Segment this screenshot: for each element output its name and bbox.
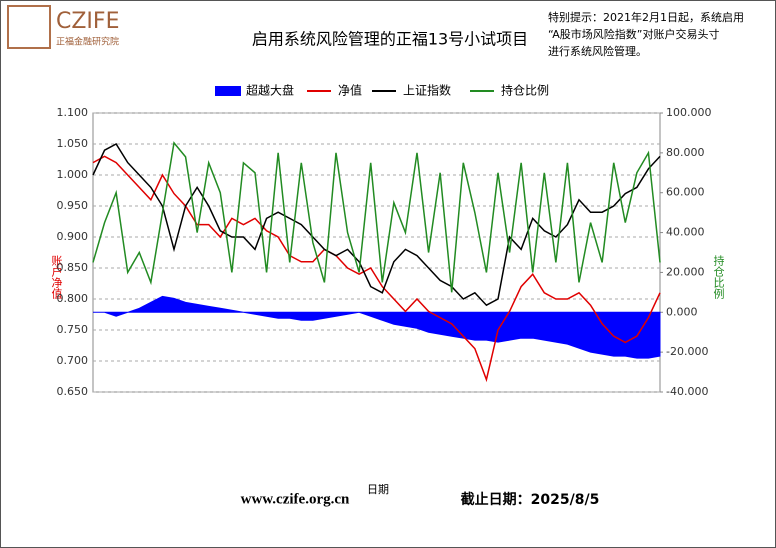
line	[92, 143, 661, 307]
y-tick-label: 0.850	[57, 261, 89, 274]
y-tick-label: 0.900	[57, 230, 89, 243]
line	[92, 141, 661, 293]
line	[92, 155, 661, 383]
y-tick-label: 1.000	[57, 168, 89, 181]
y-tick-label: 0.700	[57, 354, 89, 367]
notice-line: 进行系统风险管理。	[548, 44, 647, 58]
y2-tick-label: -20.000	[666, 345, 708, 358]
website: www.czife.org.cn	[241, 491, 350, 507]
y-tick-label: 0.800	[57, 292, 89, 305]
org-name: 正福金融研究院	[56, 36, 119, 48]
legend-label: 超越大盘	[246, 83, 294, 98]
y-tick-label: 1.050	[57, 137, 89, 150]
y-tick-label: 0.950	[57, 199, 89, 212]
area	[93, 295, 661, 359]
y2-tick-label: 40.000	[666, 226, 705, 239]
cutoff-date: 截止日期：2025/8/5	[461, 491, 600, 508]
y2-tick-label: 20.000	[666, 265, 705, 278]
y2-tick-label: -40.000	[666, 385, 708, 398]
notice-line: “A股市场风险指数”对账户交易头寸	[548, 27, 720, 41]
y-tick-label: 0.650	[57, 385, 89, 398]
y-axis-label: 账户净值	[50, 255, 63, 300]
y-tick-label: 0.750	[57, 323, 89, 336]
logo: CZIFE	[56, 9, 119, 34]
y-tick-label: 1.100	[57, 106, 89, 119]
x-axis-label: 日期	[367, 483, 389, 496]
legend-label: 上证指数	[403, 83, 451, 98]
y2-tick-label: 80.000	[666, 146, 705, 159]
y2-tick-label: 60.000	[666, 186, 705, 199]
legend-label: 净值	[338, 83, 362, 98]
legend-label: 持仓比例	[501, 83, 549, 98]
legend-swatch	[215, 86, 241, 96]
chart-title: 启用系统风险管理的正福13号小试项目	[252, 30, 528, 49]
y2-tick-label: 0.000	[666, 305, 698, 318]
logo-icon	[7, 5, 51, 49]
notice-line: 特别提示：2021年2月1日起，系统启用	[548, 10, 744, 24]
y2-axis-label: 持仓比例	[712, 254, 725, 299]
y2-tick-label: 100.000	[666, 106, 712, 119]
